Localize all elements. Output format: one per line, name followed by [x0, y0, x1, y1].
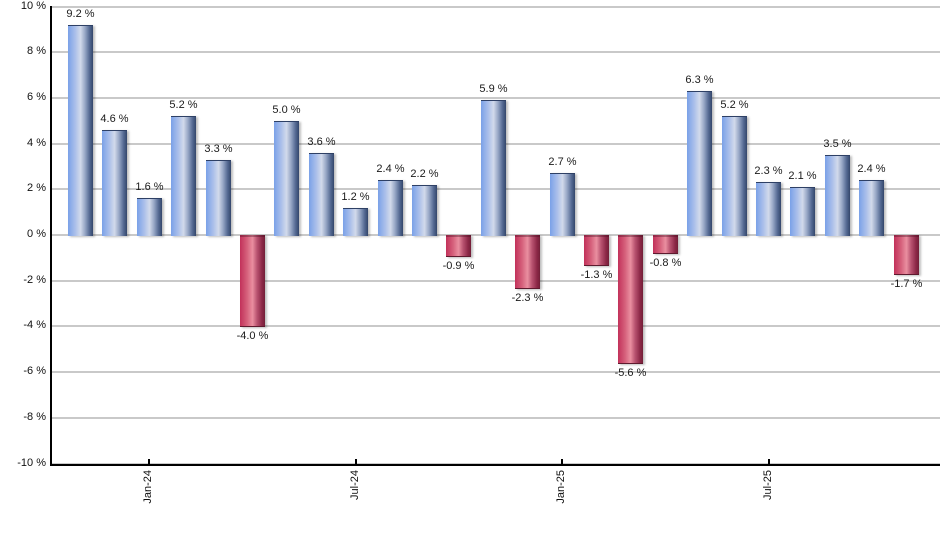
bar-value-label: -0.8 %: [649, 257, 682, 269]
bar-value-label: 5.0 %: [272, 104, 301, 116]
bar: [550, 173, 575, 236]
bar: [515, 235, 540, 289]
bar: [825, 155, 850, 236]
bar: [584, 235, 609, 266]
bar: [481, 100, 506, 236]
bar: [618, 235, 643, 364]
y-axis-tick-label: 10 %: [20, 0, 46, 12]
y-axis-tick-label: 0 %: [27, 228, 46, 240]
bar: [343, 208, 368, 236]
bar: [274, 121, 299, 236]
bar: [894, 235, 919, 275]
bar-value-label: 3.6 %: [307, 136, 336, 148]
bar-value-label: 3.5 %: [823, 138, 852, 150]
bar: [68, 25, 93, 236]
gridline: [52, 325, 940, 328]
x-axis-tick: [561, 459, 563, 466]
x-axis-tick: [768, 459, 770, 466]
bar-value-label: 4.6 %: [100, 113, 129, 125]
bar-value-label: 1.2 %: [341, 191, 370, 203]
y-axis-tick-label: 2 %: [27, 182, 46, 195]
bar-value-label: 5.2 %: [169, 99, 198, 111]
bar: [722, 116, 747, 236]
x-axis-tick-label: Jul-25: [762, 470, 774, 500]
bar: [687, 91, 712, 236]
bar-value-label: 2.2 %: [410, 168, 439, 180]
x-axis-tick: [355, 459, 357, 466]
y-axis-tick-label: -10 %: [17, 456, 46, 469]
bar-value-label: 2.1 %: [788, 170, 817, 182]
bar: [206, 160, 231, 236]
y-axis-tick-label: 8 %: [27, 45, 46, 58]
x-axis-line: [50, 464, 940, 466]
bar-value-label: -5.6 %: [614, 367, 647, 379]
bar: [859, 180, 884, 236]
gridline: [52, 51, 940, 54]
y-axis-tick-label: -4 %: [23, 319, 46, 332]
gridline: [52, 5, 940, 8]
bar: [653, 235, 678, 254]
bar-value-label: 2.4 %: [376, 163, 405, 175]
x-axis-tick: [148, 459, 150, 466]
x-axis-tick-label: Jan-25: [555, 470, 567, 504]
bar: [412, 185, 437, 236]
y-axis-tick-label: 4 %: [27, 136, 46, 149]
y-axis-tick-label: -2 %: [23, 273, 46, 286]
bar-value-label: -2.3 %: [511, 292, 544, 304]
bar-value-label: 1.6 %: [135, 181, 164, 193]
bar-value-label: -4.0 %: [236, 330, 269, 342]
bar-value-label: -1.7 %: [890, 278, 923, 290]
bar: [309, 153, 334, 236]
bar: [240, 235, 265, 327]
bar: [756, 182, 781, 236]
bar-value-label: 5.2 %: [720, 99, 749, 111]
bar: [790, 187, 815, 236]
y-axis-tick-label: 6 %: [27, 90, 46, 103]
gridline: [52, 279, 940, 282]
bar-value-label: -1.3 %: [580, 269, 613, 281]
gridline: [52, 462, 940, 465]
bar-value-label: 5.9 %: [479, 83, 508, 95]
bar-value-label: 2.3 %: [754, 165, 783, 177]
x-axis-tick-label: Jul-24: [349, 470, 361, 500]
gridline: [52, 371, 940, 374]
y-axis-tick-label: -8 %: [23, 410, 46, 423]
bar-value-label: 6.3 %: [685, 74, 714, 86]
bar: [102, 130, 127, 236]
bar-value-label: 2.7 %: [548, 156, 577, 168]
bar-value-label: 9.2 %: [66, 8, 95, 20]
gridline: [52, 416, 940, 419]
bar-value-label: -0.9 %: [442, 260, 475, 272]
bar: [378, 180, 403, 236]
bar: [137, 198, 162, 236]
y-axis-tick-label: -6 %: [23, 365, 46, 378]
bar: [446, 235, 471, 257]
gridline: [52, 96, 940, 99]
bar: [171, 116, 196, 236]
bar-value-label: 3.3 %: [204, 143, 233, 155]
y-axis-line: [50, 6, 52, 466]
x-axis-tick-label: Jan-24: [142, 470, 154, 504]
bar-value-label: 2.4 %: [857, 163, 886, 175]
